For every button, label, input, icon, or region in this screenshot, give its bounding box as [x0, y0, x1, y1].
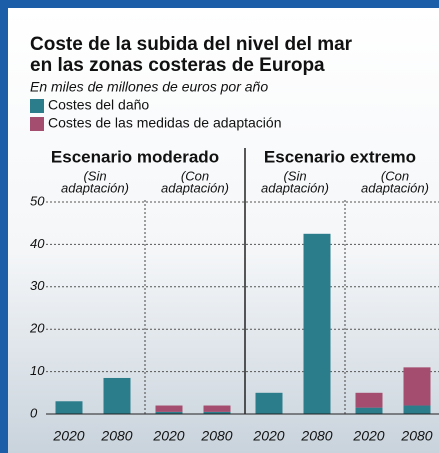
bar-segment: [203, 411, 231, 414]
bar-segment: [403, 405, 431, 414]
bar-segment: [155, 411, 183, 414]
group-label: (Con: [181, 168, 209, 183]
legend-swatch: [30, 99, 44, 113]
x-tick-label: 2080: [300, 428, 332, 444]
group-label: adaptación): [361, 180, 429, 195]
panel: [8, 8, 439, 453]
group-label: adaptación): [61, 180, 129, 195]
group-label: adaptación): [261, 180, 329, 195]
scenario-label: Escenario extremo: [264, 147, 416, 166]
x-tick-label: 2020: [352, 428, 384, 444]
x-tick-label: 2020: [152, 428, 184, 444]
bar-segment: [403, 367, 431, 406]
y-tick-label: 0: [30, 405, 38, 420]
x-tick-label: 2020: [252, 428, 284, 444]
x-tick-label: 2080: [200, 428, 232, 444]
bar-segment: [55, 401, 83, 414]
group-label: adaptación): [161, 180, 229, 195]
bar-segment: [155, 405, 183, 412]
y-tick-label: 40: [30, 236, 45, 251]
legend-swatch: [30, 117, 44, 131]
y-tick-label: 20: [29, 321, 45, 336]
y-tick-label: 50: [30, 193, 45, 208]
chart-title: Coste de la subida del nivel del mar: [30, 34, 353, 55]
bar-segment: [203, 405, 231, 412]
x-tick-label: 2080: [100, 428, 132, 444]
group-label: (Con: [381, 168, 409, 183]
group-label: (Sin: [83, 168, 106, 183]
bar-segment: [255, 392, 283, 414]
group-label: (Sin: [283, 168, 306, 183]
y-tick-label: 30: [30, 278, 45, 293]
bar-segment: [103, 377, 131, 414]
bar-segment: [303, 233, 331, 414]
x-tick-label: 2080: [400, 428, 432, 444]
legend-label: Costes del daño: [48, 97, 149, 113]
chart-subtitle: En miles de millones de euros por año: [30, 79, 268, 95]
chart-title: en las zonas costeras de Europa: [30, 55, 325, 76]
scenario-label: Escenario moderado: [51, 147, 219, 166]
bar-segment: [355, 407, 383, 414]
x-tick-label: 2020: [52, 428, 84, 444]
legend-label: Costes de las medidas de adaptación: [48, 115, 281, 131]
y-tick-label: 10: [30, 363, 45, 378]
bar-segment: [355, 392, 383, 408]
